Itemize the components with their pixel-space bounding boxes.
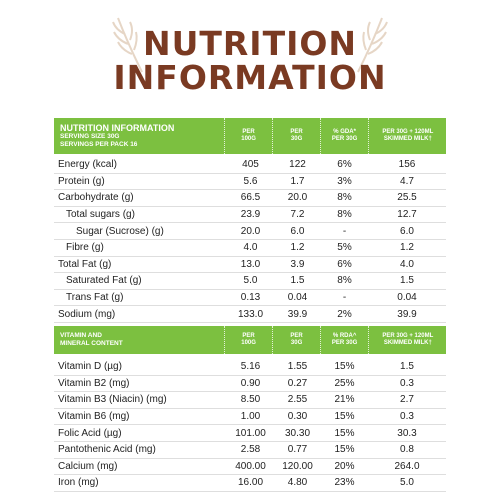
table-row: Protein (g) 5.6 1.7 3% 4.7 (54, 174, 446, 191)
col-milk-header: PER 30G + 120ML SKIMMED MILK† (382, 333, 434, 346)
table-row: Trans Fat (g) 0.13 0.04-0.04 (54, 290, 446, 307)
vitamin-table-header: VITAMIN AND MINERAL CONTENT PER 100G PER 3… (54, 326, 446, 354)
nutrition-rows: Energy (kcal) 405 122 6% 156 Protein (g) 5.6 1… (54, 157, 446, 323)
table-row: Pantothenic Acid (mg) 2.58 0.77 15% 0.8 (54, 442, 446, 459)
vitamin-rows: Vitamin D (µg) 5.16 1.55 15% 1.5 Vitamin B2 … (54, 359, 446, 492)
nutrition-header-title: NUTRITION INFORMATION (60, 123, 175, 133)
col-per100g-header: PER 100G (241, 129, 256, 142)
table-row: Vitamin D (µg) 5.16 1.55 15% 1.5 (54, 359, 446, 376)
nutrition-header-serving: SERVING SIZE 30G (60, 133, 120, 140)
table-row: Total sugars (g) 23.9 7.2 8% 12.7 (54, 207, 446, 224)
table-row: Fibre (g) 4.0 1.2 5% 1.2 (54, 240, 446, 257)
wheat-left-icon (112, 17, 143, 73)
table-row: Total Fat (g) 13.0 3.9 6% 4.0 (54, 257, 446, 274)
col-gda-header: % GDA* PER 30G (331, 129, 358, 142)
table-row: Folic Acid (µg) 101.00 30.30 15% 30.3 (54, 425, 446, 442)
page-title-line2: INFORMATION (113, 58, 387, 97)
wheat-right-icon (357, 17, 388, 73)
table-row: Vitamin B2 (mg) 0.90 0.27 25% 0.3 (54, 376, 446, 393)
col-per100g-header: PER 100G (241, 333, 256, 346)
col-milk-header: PER 30G + 120ML SKIMMED MILK† (382, 129, 434, 142)
vitamin-header-title-1: VITAMIN AND (60, 332, 102, 339)
table-row: Vitamin B3 (Niacin) (mg) 8.50 2.55 21% 2.7 (54, 392, 446, 409)
page-title-line1: NUTRITION (142, 24, 358, 63)
vitamin-header-title-2: MINERAL CONTENT (60, 340, 123, 347)
table-row: Saturated Fat (g) 5.0 1.5 8% 1.5 (54, 273, 446, 290)
nutrition-header-servings: SERVINGS PER PACK 16 (60, 141, 138, 148)
table-row: Sugar (Sucrose) (g) 20.0 6.0-6.0 (54, 223, 446, 240)
table-row: Sodium (mg) 133.0 39.9 2% 39.9 (54, 306, 446, 323)
nutrition-table-header: NUTRITION INFORMATION SERVING SIZE 30G S… (54, 118, 446, 154)
table-row: Calcium (mg) 400.00 120.00 20% 264.0 (54, 459, 446, 476)
table-row: Carbohydrate (g) 66.5 20.0 8% 25.5 (54, 190, 446, 207)
table-row: Energy (kcal) 405 122 6% 156 (54, 157, 446, 174)
col-per30g-header: PER 30G (290, 129, 303, 142)
table-row: Iron (mg) 16.00 4.80 23% 5.0 (54, 475, 446, 492)
col-per30g-header: PER 30G (290, 333, 303, 346)
col-rda-header: % RDA^ PER 30G (331, 333, 358, 346)
table-row: Vitamin B6 (mg) 1.00 0.30 15% 0.3 (54, 409, 446, 426)
